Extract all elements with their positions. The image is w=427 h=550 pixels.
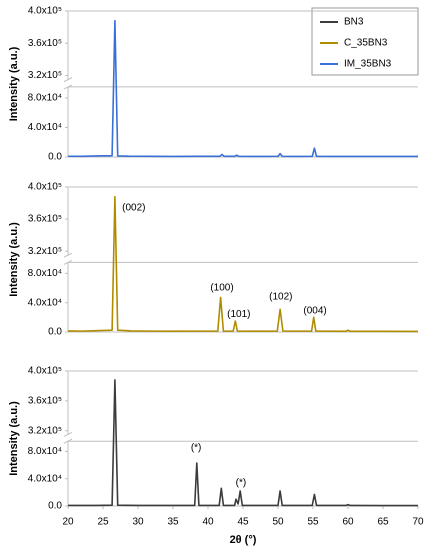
y-tick-label: 0.0 bbox=[48, 152, 62, 163]
x-tick-label: 40 bbox=[202, 517, 214, 528]
y-tick-label: 8.0x10⁴ bbox=[28, 93, 62, 104]
data-line bbox=[67, 19, 419, 158]
y-tick-label: 3.2x10⁵ bbox=[28, 70, 62, 81]
annotation: (*) bbox=[191, 443, 202, 454]
x-tick-label: 20 bbox=[62, 517, 74, 528]
data-line bbox=[67, 379, 418, 507]
axis-break bbox=[63, 252, 73, 258]
annotation: (002) bbox=[122, 202, 145, 213]
axis-break bbox=[63, 259, 73, 265]
x-tick-label: 30 bbox=[132, 517, 144, 528]
y-tick-label: 4.0x10⁵ bbox=[28, 182, 62, 193]
x-tick-label: 25 bbox=[97, 517, 109, 528]
y-axis-label: Intensity (a.u.) bbox=[8, 222, 20, 297]
annotation: (101) bbox=[227, 309, 250, 320]
y-axis-label: Intensity (a.u.) bbox=[8, 401, 20, 476]
x-tick-label: 55 bbox=[307, 517, 319, 528]
y-tick-label: 8.0x10⁴ bbox=[28, 268, 62, 279]
legend: BN3 C_35BN3 IM_35BN3 bbox=[311, 7, 419, 76]
annotation: (004) bbox=[303, 305, 326, 316]
x-tick-label: 65 bbox=[377, 517, 389, 528]
legend-label: IM_35BN3 bbox=[344, 59, 392, 70]
y-axis-label: Intensity (a.u.) bbox=[8, 46, 20, 121]
y-tick-label: 4.0x10⁵ bbox=[28, 366, 62, 377]
x-tick-label: 50 bbox=[272, 517, 284, 528]
y-tick-label: 4.0x10⁴ bbox=[28, 122, 62, 133]
legend-label: BN3 bbox=[344, 17, 364, 28]
y-tick-label: 3.2x10⁵ bbox=[28, 246, 62, 257]
y-tick-label: 3.6x10⁵ bbox=[28, 38, 62, 49]
axis-break bbox=[63, 84, 73, 90]
x-tick-label: 70 bbox=[412, 517, 424, 528]
axis-break bbox=[63, 77, 73, 83]
y-tick-label: 4.0x10⁴ bbox=[28, 473, 62, 484]
x-tick-label: 35 bbox=[167, 517, 179, 528]
annotation: (*) bbox=[236, 477, 247, 488]
axis-break bbox=[63, 432, 73, 437]
y-tick-label: 0.0 bbox=[48, 327, 62, 338]
annotation: (102) bbox=[269, 291, 292, 302]
x-axis-label: 2θ (°) bbox=[230, 534, 257, 546]
y-tick-label: 4.0x10⁴ bbox=[28, 297, 62, 308]
y-tick-label: 8.0x10⁴ bbox=[28, 446, 62, 457]
axis-break bbox=[63, 438, 73, 444]
y-tick-label: 3.2x10⁵ bbox=[28, 425, 62, 436]
y-tick-label: 0.0 bbox=[48, 501, 62, 512]
legend-label: C_35BN3 bbox=[344, 38, 388, 49]
x-tick-label: 45 bbox=[237, 517, 249, 528]
annotation: (100) bbox=[210, 283, 233, 294]
x-tick-label: 60 bbox=[342, 517, 354, 528]
y-tick-label: 4.0x10⁵ bbox=[28, 6, 62, 17]
y-tick-label: 3.6x10⁵ bbox=[28, 214, 62, 225]
data-line bbox=[67, 195, 419, 333]
y-tick-label: 3.6x10⁵ bbox=[28, 395, 62, 406]
